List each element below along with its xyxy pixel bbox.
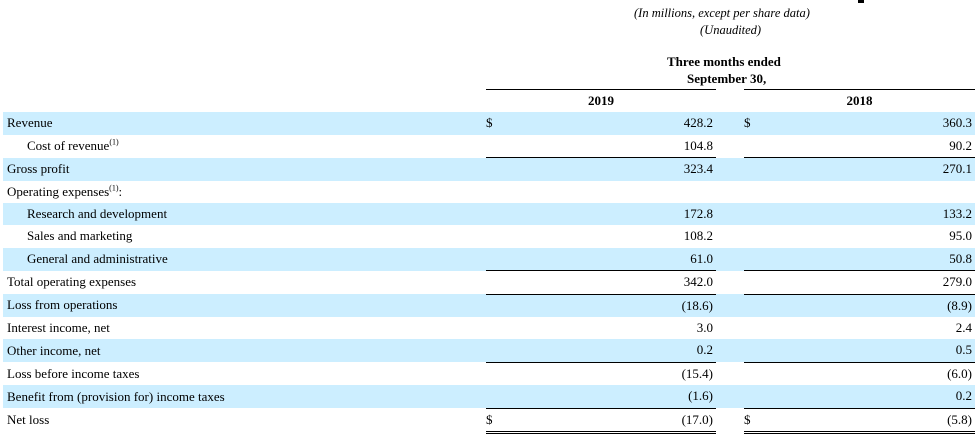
row-label: Research and development: [3, 203, 486, 226]
row-label: Sales and marketing: [27, 228, 133, 244]
value-2019: 342.0: [506, 270, 716, 295]
row-label: Total operating expenses: [7, 274, 137, 290]
value-2019: (15.4): [681, 365, 713, 381]
row-label: Gross profit: [3, 157, 486, 181]
value-2018: (8.9): [764, 294, 975, 318]
row-label: Operating expenses(1):: [7, 183, 123, 199]
value-2019: 104.8: [506, 134, 716, 159]
value-2019: 323.4: [506, 157, 716, 181]
row-label: Net loss: [7, 412, 50, 428]
value-2018: 133.2: [764, 203, 975, 226]
audit-note: (Unaudited): [700, 23, 762, 37]
value-2018: 2.4: [955, 320, 972, 336]
value-2019: (18.6): [506, 294, 716, 318]
value-2019: 3.0: [696, 320, 713, 336]
value-2019: 172.8: [506, 203, 716, 226]
row-label: Other income, net: [3, 339, 486, 363]
table-row: Total operating expenses 342.0 279.0: [3, 270, 975, 295]
value-2019: 61.0: [506, 247, 716, 272]
clipped-heading-fragment: [858, 0, 864, 3]
table-row: Other income, net 0.2 0.5: [3, 339, 975, 363]
table-row: Revenue $ 428.2 $ 360.3: [3, 112, 975, 135]
row-label: Benefit from (provision for) income taxe…: [3, 385, 486, 409]
table-row: Interest income, net 3.0 2.4: [3, 317, 975, 339]
row-label: General and administrative: [3, 247, 486, 271]
table-row: Benefit from (provision for) income taxe…: [3, 385, 975, 409]
row-label: Cost of revenue(1): [27, 137, 119, 154]
table-row: Loss from operations (18.6) (8.9): [3, 294, 975, 318]
units-note: (In millions, except per share data): [634, 6, 810, 20]
row-label: Revenue: [3, 112, 486, 135]
year-header-row: 2019 2018: [3, 89, 975, 113]
value-2018: 0.5: [764, 339, 975, 363]
table-row: Loss before income taxes (15.4) (6.0): [3, 362, 975, 385]
footnote-marker: (1): [109, 183, 119, 193]
value-2018: (6.0): [947, 365, 972, 381]
value-2018: 95.0: [949, 228, 972, 244]
table-row: Operating expenses(1):: [3, 181, 975, 203]
year-2019-header: 2019: [486, 89, 716, 113]
table-row: Cost of revenue(1) 104.8 90.2: [3, 134, 975, 159]
value-2018: 279.0: [764, 270, 975, 295]
value-2018: 270.1: [764, 157, 975, 181]
year-2018-header: 2018: [744, 89, 975, 113]
footnote-marker: (1): [109, 137, 119, 147]
value-2019: 428.2: [506, 112, 716, 135]
currency-symbol: $: [486, 112, 506, 135]
table-row: General and administrative 61.0 50.8: [3, 247, 975, 272]
row-label: Loss from operations: [3, 294, 486, 318]
income-statement-table: 2019 2018 Revenue $ 428.2 $ 360.3 Cost o…: [3, 89, 975, 434]
value-2019: (1.6): [506, 385, 716, 409]
table-row: Research and development 172.8 133.2: [3, 203, 975, 226]
period-heading-line2: September 30,: [687, 71, 767, 86]
table-row: Sales and marketing 108.2 95.0: [3, 225, 975, 247]
value-2019: 0.2: [506, 339, 716, 363]
value-2019: 108.2: [683, 228, 713, 244]
row-label: Loss before income taxes: [7, 365, 140, 381]
value-2018: 50.8: [764, 247, 975, 272]
currency-symbol: $: [744, 112, 764, 135]
value-2018: 0.2: [764, 385, 975, 409]
value-2018: 360.3: [764, 112, 975, 135]
period-heading-line1: Three months ended: [667, 54, 781, 69]
table-row: Gross profit 323.4 270.1: [3, 157, 975, 181]
row-label: Interest income, net: [7, 320, 110, 336]
value-2018: 90.2: [764, 134, 975, 159]
